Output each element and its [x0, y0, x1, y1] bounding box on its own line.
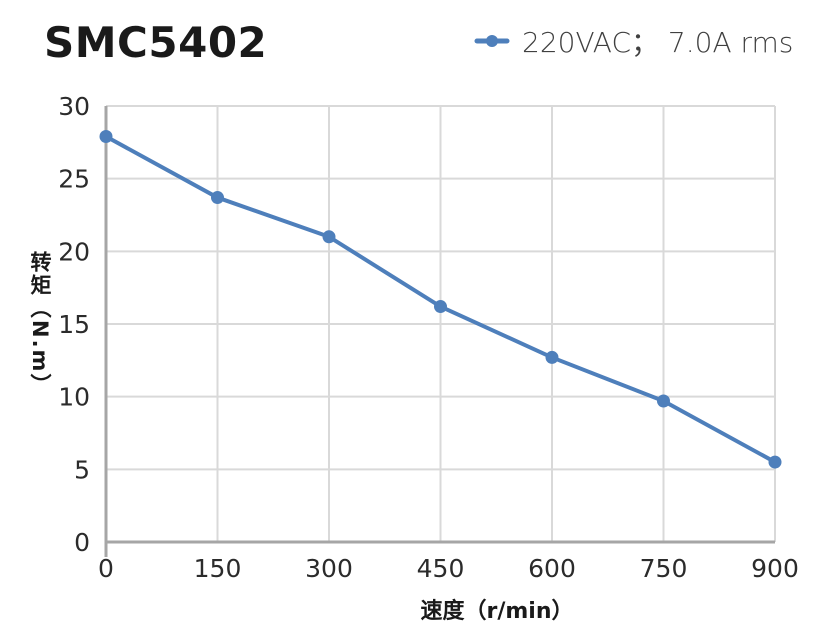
- legend-label: 220VAC； 7.0A rms: [522, 26, 794, 59]
- x-axis-title: 速度（r/min）: [420, 599, 574, 624]
- y-tick-label: 30: [58, 92, 90, 121]
- x-tick-label: 0: [98, 554, 114, 583]
- data-point-marker: [434, 300, 447, 314]
- data-point-marker: [322, 230, 336, 244]
- data-point-marker: [211, 191, 224, 205]
- legend: 220VAC； 7.0A rms: [474, 24, 794, 59]
- x-tick-label: 750: [640, 554, 688, 583]
- page-title: SMC5402: [44, 18, 268, 67]
- y-tick-label: 25: [58, 165, 90, 194]
- x-tick-label: 150: [194, 554, 242, 583]
- x-tick-label: 900: [751, 554, 799, 583]
- data-point-marker: [657, 394, 670, 408]
- y-tick-label: 0: [74, 528, 90, 557]
- y-tick-label: 5: [74, 455, 90, 484]
- y-tick-label: 15: [58, 310, 90, 339]
- y-tick-label: 10: [58, 383, 90, 412]
- y-axis-title: 转矩（N.m）: [28, 251, 52, 397]
- y-tick-label: 20: [58, 237, 90, 266]
- data-point-marker: [545, 350, 559, 364]
- x-tick-label: 450: [417, 554, 465, 583]
- legend-marker-icon: [474, 35, 510, 47]
- data-point-marker: [99, 130, 113, 144]
- x-tick-label: 300: [305, 554, 353, 583]
- data-point-marker: [768, 455, 782, 469]
- x-tick-label: 600: [528, 554, 576, 583]
- legend-dot-icon: [486, 35, 498, 47]
